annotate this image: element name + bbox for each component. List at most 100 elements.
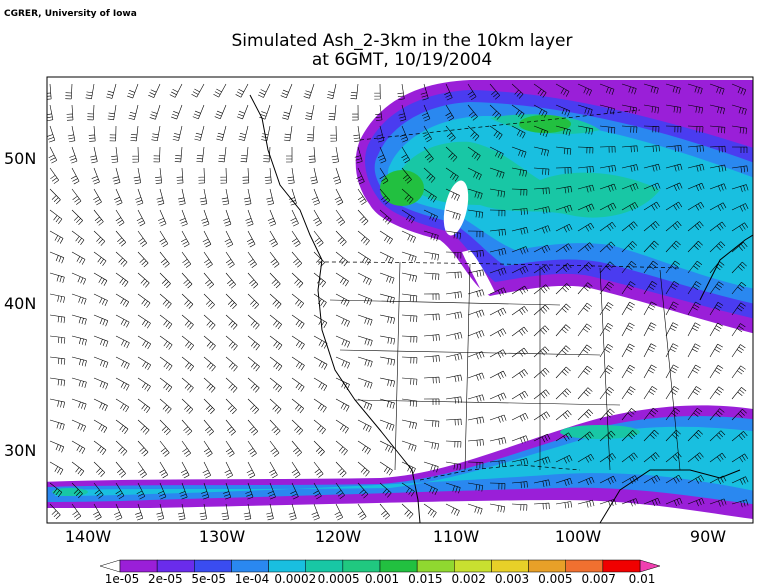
colorbar-segment bbox=[268, 559, 306, 573]
wind-barb bbox=[109, 125, 117, 142]
longitude-label: 90W bbox=[690, 527, 726, 546]
wind-barb bbox=[245, 482, 254, 500]
wind-barb bbox=[269, 461, 278, 479]
wind-barb bbox=[511, 125, 526, 139]
wind-barb bbox=[93, 377, 109, 390]
title-line: at 6GMT, 10/19/2004 bbox=[312, 50, 492, 70]
wind-barb bbox=[709, 475, 727, 485]
wind-barb bbox=[269, 419, 281, 436]
wind-barb bbox=[423, 167, 436, 183]
wind-barb bbox=[49, 293, 65, 303]
wind-barb bbox=[709, 365, 724, 379]
ash-hole bbox=[462, 250, 495, 296]
wind-barb bbox=[181, 335, 194, 351]
wind-barb bbox=[511, 503, 528, 511]
wind-barb bbox=[313, 398, 327, 413]
wind-barb bbox=[379, 356, 396, 366]
wind-barb bbox=[313, 314, 328, 328]
wind-barb bbox=[127, 83, 139, 99]
wind-barb bbox=[709, 498, 727, 507]
longitude-label: 110W bbox=[433, 527, 480, 546]
wind-barb bbox=[266, 503, 274, 521]
wind-barb bbox=[357, 356, 373, 368]
wind-barb bbox=[731, 83, 747, 96]
wind-barb bbox=[511, 369, 528, 379]
wind-barb bbox=[423, 313, 440, 321]
wind-barb bbox=[179, 209, 188, 227]
colorbar-label: 5e-05 bbox=[191, 572, 226, 586]
wind-barb bbox=[599, 222, 616, 232]
wind-barb bbox=[49, 377, 66, 387]
wind-barb bbox=[643, 364, 657, 379]
wind-barb bbox=[71, 419, 86, 432]
wind-barb bbox=[379, 230, 393, 245]
colorbar-labels: 1e-05 2e-05 5e-05 1e-04 0.0002 0.0005 0.001 0.0… bbox=[105, 572, 656, 586]
wind-barb bbox=[511, 412, 529, 422]
wind-barb bbox=[533, 456, 551, 465]
wind-barb bbox=[203, 356, 216, 372]
wind-barb bbox=[247, 356, 260, 372]
wind-barb bbox=[269, 335, 283, 351]
wind-barb bbox=[159, 314, 173, 330]
wind-barb bbox=[621, 202, 639, 211]
wind-barb bbox=[137, 230, 148, 247]
wind-barb bbox=[665, 343, 679, 358]
wind-barb bbox=[489, 460, 506, 468]
wind-barb bbox=[467, 394, 485, 403]
colorbar-label: 0.003 bbox=[495, 572, 529, 586]
wind-barb bbox=[115, 356, 130, 370]
wind-barb bbox=[353, 125, 361, 143]
wind-barb bbox=[379, 188, 391, 205]
wind-barb bbox=[115, 230, 127, 247]
wind-barb bbox=[401, 251, 417, 263]
wind-barb bbox=[599, 83, 615, 95]
wind-barb bbox=[331, 146, 339, 164]
wind-barb bbox=[643, 182, 661, 192]
wind-barb bbox=[291, 251, 303, 268]
wind-barb bbox=[621, 475, 639, 484]
wind-barb bbox=[357, 377, 373, 389]
wind-barb bbox=[48, 146, 58, 164]
wind-barb bbox=[115, 251, 128, 267]
wind-barb bbox=[489, 83, 500, 100]
wind-barb bbox=[225, 293, 237, 310]
wind-barb bbox=[754, 501, 760, 508]
wind-barb bbox=[511, 481, 528, 489]
wind-barb bbox=[555, 388, 572, 400]
wind-barb bbox=[577, 125, 594, 135]
wind-barb bbox=[467, 125, 480, 141]
wind-barb bbox=[533, 146, 549, 157]
wind-barb bbox=[267, 482, 276, 500]
wind-barb bbox=[49, 167, 59, 184]
wind-barb bbox=[113, 503, 123, 521]
wind-barb bbox=[533, 167, 550, 176]
wind-barb bbox=[709, 452, 726, 463]
wind-barb bbox=[467, 461, 484, 469]
wind-barb bbox=[421, 104, 431, 122]
wind-barb bbox=[379, 251, 394, 265]
wind-barb bbox=[489, 146, 504, 160]
wind-barb bbox=[731, 104, 747, 115]
wind-barb bbox=[115, 419, 129, 434]
wind-barb bbox=[291, 230, 301, 248]
wind-barb bbox=[401, 335, 418, 343]
wind-barb bbox=[665, 221, 682, 232]
wind-barb bbox=[379, 293, 395, 304]
wind-barb bbox=[599, 146, 616, 153]
wind-barb bbox=[225, 272, 236, 289]
wind-barb bbox=[533, 411, 551, 421]
colorbar-label: 0.001 bbox=[365, 572, 399, 586]
colorbar-segment bbox=[156, 559, 195, 573]
wind-barb bbox=[599, 322, 614, 337]
wind-barb bbox=[201, 482, 210, 500]
wind-barb bbox=[643, 452, 660, 463]
wind-barb bbox=[247, 272, 259, 289]
wind-barb bbox=[330, 125, 337, 142]
wind-barb bbox=[159, 356, 173, 371]
colorbar-label: 0.015 bbox=[408, 572, 442, 586]
wind-barb bbox=[467, 167, 482, 181]
wind-barb bbox=[291, 314, 305, 329]
wind-barb bbox=[307, 125, 315, 142]
colorbar-segment bbox=[565, 559, 604, 573]
wind-barb bbox=[577, 282, 593, 295]
